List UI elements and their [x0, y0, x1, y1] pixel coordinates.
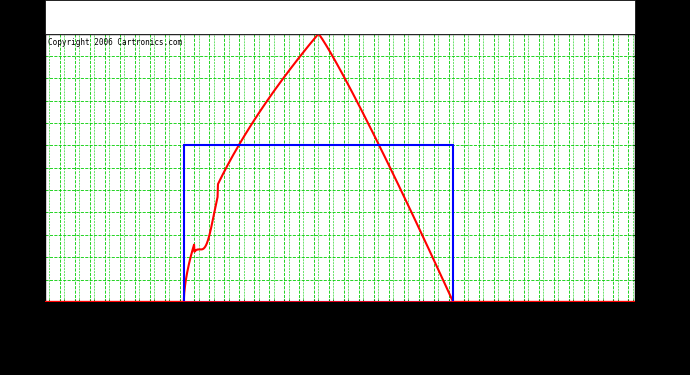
- Text: Copyright 2006 Cartronics.com: Copyright 2006 Cartronics.com: [48, 38, 182, 47]
- Bar: [184, 146, 453, 302]
- Text: Solar Radiation & Day Average per Minute W/m2 (Today) 20061029: Solar Radiation & Day Average per Minute…: [123, 11, 557, 24]
